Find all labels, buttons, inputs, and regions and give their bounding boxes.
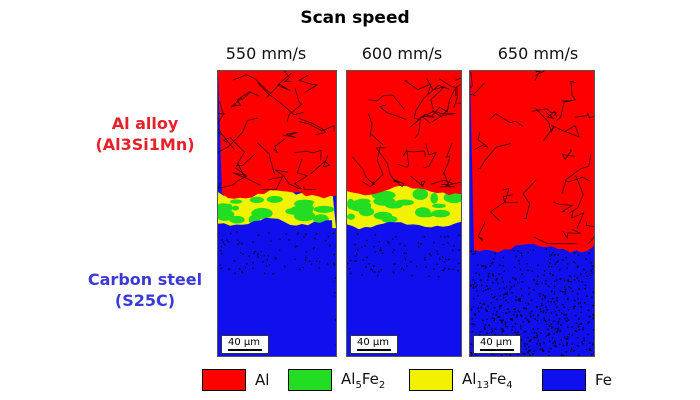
scale-bar-650-line [480,349,514,351]
scale-bar-550-line [228,349,262,351]
phase-legend: Al Al5Fe2 Al13Fe4 Fe [200,366,620,396]
scale-bar-550-label: 40 µm [228,337,261,348]
scan-speed-title: Scan speed [300,8,410,28]
scale-bar-650-label: 40 µm [480,337,513,348]
al-grain-boundaries-550 [218,71,335,190]
legend-item-al: Al [202,366,269,394]
fe-boundary-600 [347,221,461,356]
carbon-steel-label: Carbon steel (S25C) [70,269,220,311]
scale-bar-550: 40 µm [221,335,269,354]
phase-map-600-svg [347,71,461,356]
column-label-550: 550 mm/s [225,44,307,63]
phase-map-650-svg [470,71,594,356]
legend-label-al5fe2: Al5Fe2 [341,369,386,391]
al-alloy-label: Al alloy (Al3Si1Mn) [70,113,220,155]
legend-swatch-al5fe2 [288,369,332,391]
al-region-550 [218,71,336,199]
al-region-650 [470,71,594,253]
scale-bar-600: 40 µm [350,335,398,354]
carbon-steel-name: Carbon steel [87,270,203,289]
legend-label-al: Al [255,371,270,389]
al-region-600 [347,71,461,196]
al-grain-boundaries-600 [351,77,461,188]
steel-speckle-upper-550 [218,231,336,275]
column-label-600: 600 mm/s [361,44,443,63]
legend-swatch-al13fe4 [409,369,453,391]
steel-speckle-upper-600 [347,233,460,278]
scale-bar-600-label: 40 µm [357,337,390,348]
ebsd-map-550: 40 µm [217,70,337,357]
legend-label-al13fe4: Al13Fe4 [462,369,513,391]
al-alloy-name: Al alloy [111,114,179,133]
phase-map-550-svg [218,71,336,356]
legend-item-fe: Fe [542,366,612,394]
column-label-650: 650 mm/s [497,44,579,63]
legend-swatch-fe [542,369,586,391]
al-grain-boundaries-650 [470,71,594,245]
al5fe2-layer-550 [218,195,335,225]
legend-item-al13fe4: Al13Fe4 [409,366,513,394]
ebsd-map-650: 40 µm [469,70,595,357]
legend-swatch-al [202,369,246,391]
carbon-steel-grade: (S25C) [114,291,176,310]
legend-label-fe: Fe [595,371,613,389]
ebsd-map-600: 40 µm [346,70,462,357]
al-alloy-grade: (Al3Si1Mn) [95,135,195,154]
legend-item-al5fe2: Al5Fe2 [288,366,385,394]
scale-bar-600-line [357,349,391,351]
scale-bar-650: 40 µm [473,335,521,354]
